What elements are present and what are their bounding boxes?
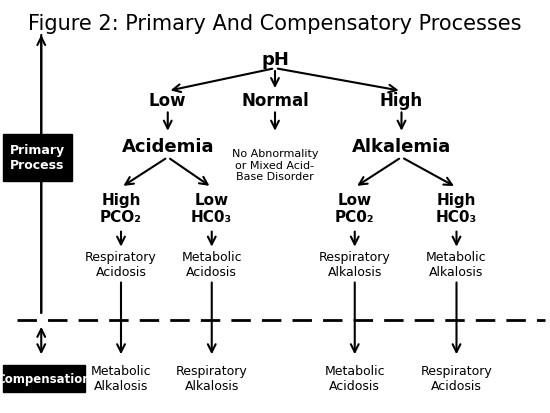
Text: High
PCO₂: High PCO₂: [100, 192, 142, 225]
Text: Respiratory
Acidosis: Respiratory Acidosis: [421, 364, 492, 392]
Text: Primary
Process: Primary Process: [9, 144, 65, 172]
FancyBboxPatch shape: [3, 366, 85, 392]
Text: pH: pH: [261, 51, 289, 69]
Text: Metabolic
Alkalosis: Metabolic Alkalosis: [91, 364, 151, 392]
Text: Normal: Normal: [241, 92, 309, 110]
Text: Alkalemia: Alkalemia: [352, 138, 451, 156]
Text: High: High: [380, 92, 423, 110]
Text: Low
PC0₂: Low PC0₂: [335, 192, 375, 225]
Text: Low
HC0₃: Low HC0₃: [191, 192, 232, 225]
Text: Low: Low: [149, 92, 186, 110]
Text: Metabolic
Acidosis: Metabolic Acidosis: [324, 364, 385, 392]
FancyBboxPatch shape: [3, 134, 72, 182]
Text: No Abnormality
or Mixed Acid-
Base Disorder: No Abnormality or Mixed Acid- Base Disor…: [232, 149, 318, 182]
Text: Metabolic
Acidosis: Metabolic Acidosis: [182, 250, 242, 278]
Text: High
HC0₃: High HC0₃: [436, 192, 477, 225]
Text: Metabolic
Alkalosis: Metabolic Alkalosis: [426, 250, 487, 278]
Text: Compensation: Compensation: [0, 373, 91, 385]
Text: Respiratory
Alkalosis: Respiratory Alkalosis: [176, 364, 248, 392]
Text: Acidemia: Acidemia: [122, 138, 214, 156]
Text: Respiratory
Alkalosis: Respiratory Alkalosis: [319, 250, 390, 278]
Text: Respiratory
Acidosis: Respiratory Acidosis: [85, 250, 157, 278]
Text: Figure 2: Primary And Compensatory Processes: Figure 2: Primary And Compensatory Proce…: [28, 14, 522, 34]
